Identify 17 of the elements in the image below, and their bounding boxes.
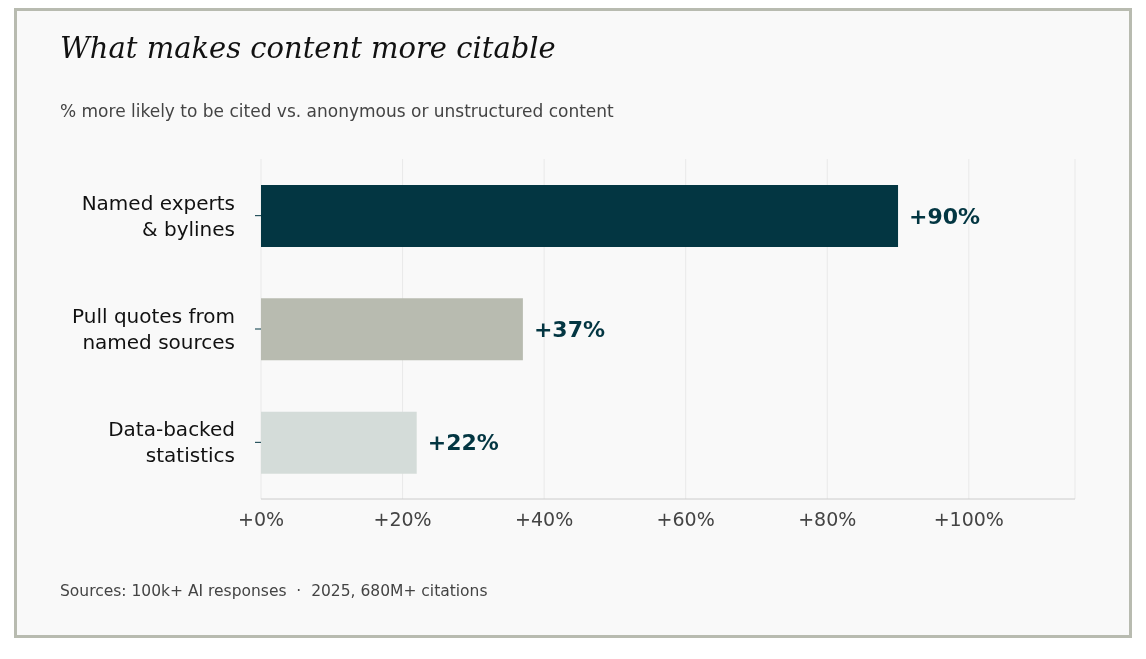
y-tick-label: Pull quotes from named sources [72,304,235,354]
data-label: +37% [533,316,605,342]
x-tick-label: +100% [933,508,1004,531]
x-tick-label: +60% [656,508,715,531]
y-tick-label: Named experts & bylines [81,190,235,241]
chart-title: What makes content more citable [60,31,556,65]
bar [261,298,523,361]
x-tick-label: +0% [237,508,285,531]
chart-subtitle: % more likely to be cited vs. anonymous or unstructured content [60,101,614,121]
x-tick-label: +40% [515,508,574,531]
bar [261,411,417,474]
x-tick-label: +80% [798,508,857,531]
data-label: +90% [909,203,981,229]
y-tick-label: Data-backed statistics [108,417,235,468]
data-label: +22% [427,430,499,456]
x-tick-label: +20% [373,508,432,531]
source-note: Sources: 100k+ AI responses · 2025, 680M+ citations [60,582,488,600]
